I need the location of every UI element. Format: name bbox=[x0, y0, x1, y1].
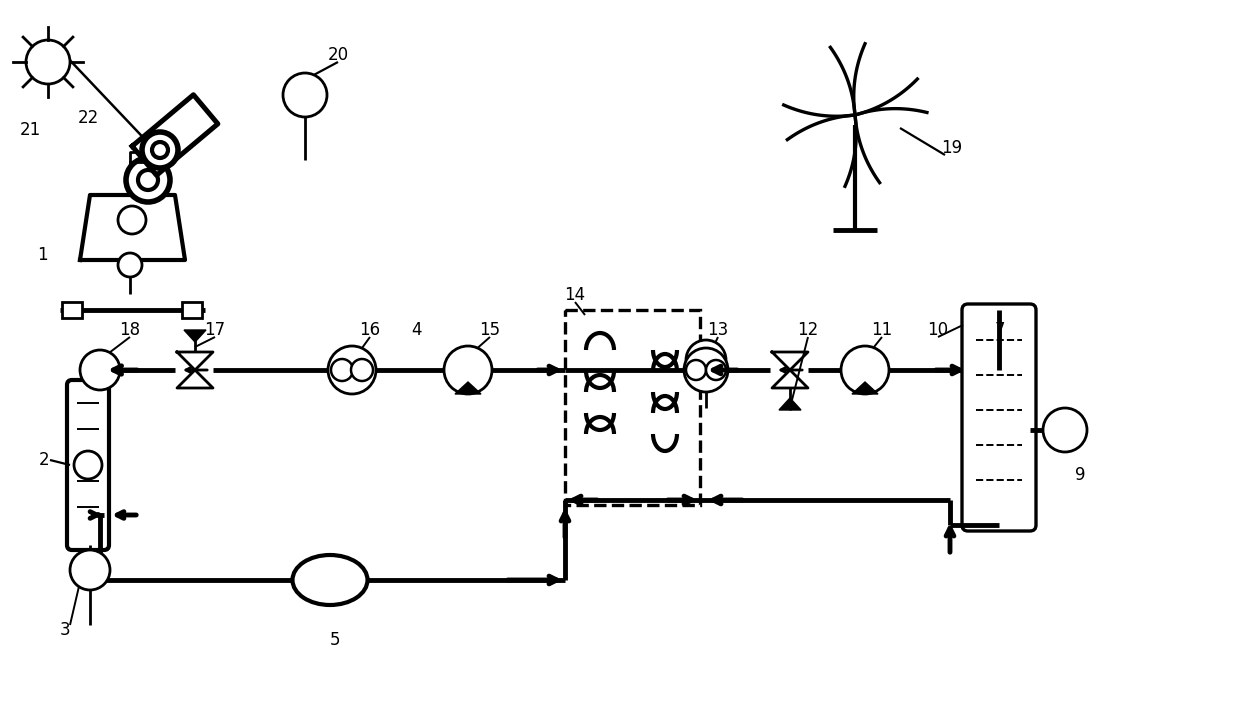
Bar bbox=[62, 302, 82, 318]
Text: 22: 22 bbox=[77, 109, 99, 127]
Circle shape bbox=[706, 360, 725, 380]
Circle shape bbox=[841, 346, 889, 394]
Polygon shape bbox=[773, 352, 808, 388]
Circle shape bbox=[1043, 408, 1087, 452]
Circle shape bbox=[74, 451, 102, 479]
Circle shape bbox=[351, 359, 373, 381]
Polygon shape bbox=[130, 152, 165, 162]
Text: 13: 13 bbox=[707, 321, 729, 339]
Text: 20: 20 bbox=[327, 46, 348, 64]
FancyBboxPatch shape bbox=[962, 304, 1035, 531]
Text: 3: 3 bbox=[60, 621, 71, 639]
Text: 16: 16 bbox=[360, 321, 381, 339]
Polygon shape bbox=[133, 95, 218, 175]
Circle shape bbox=[69, 550, 110, 590]
Circle shape bbox=[283, 73, 327, 117]
Polygon shape bbox=[779, 398, 801, 410]
Text: 9: 9 bbox=[1075, 466, 1085, 484]
Text: 17: 17 bbox=[205, 321, 226, 339]
Circle shape bbox=[684, 348, 728, 392]
Text: 7: 7 bbox=[994, 321, 1006, 339]
Circle shape bbox=[118, 253, 143, 277]
Polygon shape bbox=[177, 352, 213, 388]
Text: 4: 4 bbox=[410, 321, 422, 339]
Text: 5: 5 bbox=[330, 631, 340, 649]
Text: 21: 21 bbox=[20, 121, 41, 139]
Text: 11: 11 bbox=[872, 321, 893, 339]
Circle shape bbox=[444, 346, 492, 394]
Circle shape bbox=[118, 206, 146, 234]
Bar bbox=[182, 302, 202, 318]
Polygon shape bbox=[81, 195, 185, 260]
Circle shape bbox=[26, 40, 69, 84]
FancyBboxPatch shape bbox=[67, 380, 109, 550]
Text: 10: 10 bbox=[928, 321, 949, 339]
Circle shape bbox=[126, 158, 170, 202]
Circle shape bbox=[686, 340, 725, 380]
Text: 15: 15 bbox=[480, 321, 501, 339]
Circle shape bbox=[331, 359, 353, 381]
Text: 2: 2 bbox=[38, 451, 50, 469]
Polygon shape bbox=[852, 382, 878, 394]
Circle shape bbox=[329, 346, 376, 394]
Text: 12: 12 bbox=[797, 321, 818, 339]
Polygon shape bbox=[184, 330, 206, 342]
Text: 18: 18 bbox=[119, 321, 140, 339]
Polygon shape bbox=[455, 382, 481, 394]
Circle shape bbox=[81, 350, 120, 390]
Text: 1: 1 bbox=[37, 246, 47, 264]
Circle shape bbox=[153, 142, 167, 158]
Circle shape bbox=[138, 170, 157, 190]
Circle shape bbox=[686, 360, 706, 380]
Text: 14: 14 bbox=[564, 286, 585, 304]
Text: 19: 19 bbox=[941, 139, 962, 157]
Ellipse shape bbox=[293, 555, 367, 605]
Circle shape bbox=[143, 132, 179, 168]
Bar bbox=[565, 310, 701, 505]
